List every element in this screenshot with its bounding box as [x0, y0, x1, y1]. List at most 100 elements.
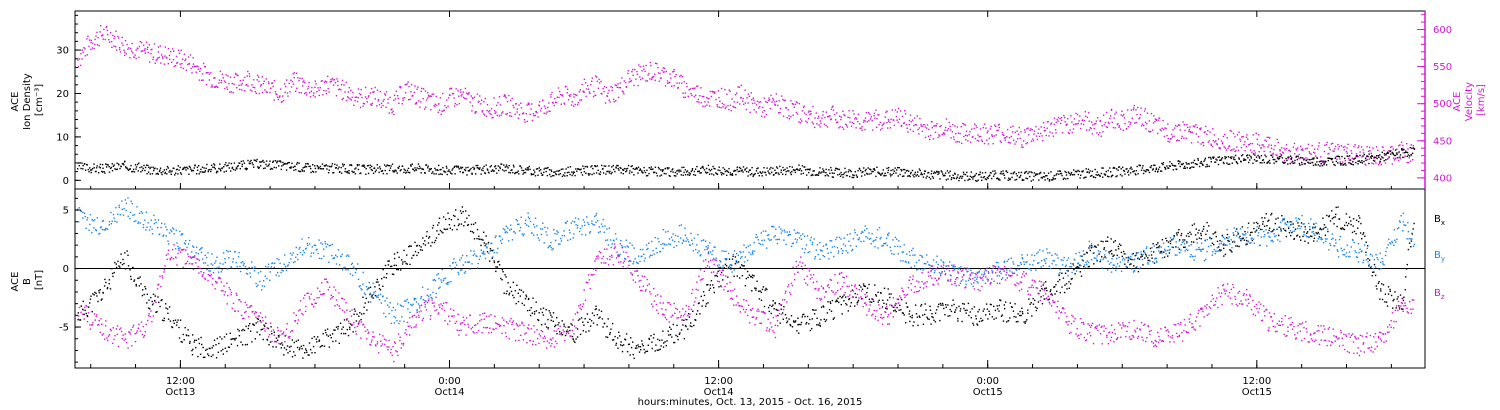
- bx-point: [187, 329, 189, 331]
- density-point: [550, 169, 552, 171]
- velocity-point: [691, 94, 693, 97]
- bx-point: [646, 350, 649, 352]
- density-point: [739, 170, 741, 172]
- density-point: [1284, 161, 1286, 164]
- velocity-point: [874, 117, 876, 119]
- velocity-point: [588, 91, 591, 93]
- bx-point: [1057, 280, 1059, 283]
- density-point: [1309, 162, 1312, 164]
- velocity-point: [826, 126, 829, 128]
- velocity-point: [1116, 123, 1118, 126]
- density-point: [241, 163, 243, 166]
- density-point: [647, 174, 649, 177]
- density-point: [186, 166, 188, 168]
- density-point: [1174, 165, 1177, 167]
- density-point: [797, 169, 799, 171]
- bx-point: [786, 321, 788, 324]
- velocity-point: [814, 126, 816, 129]
- velocity-point: [943, 132, 945, 135]
- bx-point: [351, 324, 353, 326]
- density-point: [505, 169, 507, 172]
- density-point: [416, 167, 418, 169]
- bx-point: [1005, 321, 1008, 323]
- velocity-point: [553, 104, 555, 107]
- velocity-point: [188, 63, 191, 65]
- bx-point: [1153, 262, 1156, 264]
- velocity-point: [371, 104, 373, 106]
- velocity-point: [663, 67, 666, 69]
- velocity-point: [1093, 127, 1095, 130]
- bx-point: [1273, 228, 1275, 231]
- bx-point: [1140, 253, 1143, 256]
- density-point: [332, 172, 334, 174]
- velocity-point: [421, 87, 423, 90]
- bx-point: [124, 252, 126, 254]
- velocity-point: [1178, 124, 1180, 126]
- bx-point: [482, 239, 484, 241]
- velocity-point: [111, 46, 113, 48]
- density-point: [572, 173, 574, 175]
- bx-point: [911, 317, 913, 319]
- density-point: [1070, 171, 1073, 174]
- velocity-point: [788, 118, 791, 120]
- density-point: [1134, 173, 1136, 175]
- bx-point: [138, 285, 140, 287]
- density-point: [115, 168, 117, 171]
- velocity-point: [895, 115, 898, 118]
- bx-point: [392, 273, 395, 276]
- density-point: [334, 163, 336, 166]
- bx-point: [438, 222, 440, 224]
- bx-point: [1191, 224, 1194, 226]
- bx-point: [915, 313, 918, 315]
- density-point: [1387, 152, 1389, 154]
- density-point: [1368, 162, 1370, 165]
- bx-point: [460, 223, 463, 225]
- bx-point: [1108, 251, 1110, 253]
- bx-point: [815, 309, 817, 311]
- velocity-point: [465, 98, 467, 100]
- density-point: [193, 167, 195, 169]
- bx-point: [403, 249, 405, 252]
- density-point: [1394, 149, 1397, 151]
- density-point: [213, 164, 216, 166]
- density-point: [1153, 164, 1155, 166]
- bx-point: [1206, 230, 1208, 232]
- bx-point: [1023, 321, 1025, 323]
- bx-point: [311, 337, 313, 340]
- velocity-point: [1085, 115, 1087, 117]
- velocity-point: [1099, 131, 1101, 134]
- density-point: [527, 169, 529, 171]
- bx-point: [691, 325, 693, 328]
- density-point: [1103, 173, 1106, 175]
- density-point: [142, 167, 144, 170]
- density-point: [352, 171, 354, 174]
- density-point: [430, 168, 432, 170]
- velocity-point: [402, 99, 404, 101]
- bx-point: [1015, 316, 1017, 318]
- bx-point: [962, 302, 964, 305]
- density-point: [1355, 161, 1357, 164]
- velocity-point: [402, 97, 404, 99]
- bx-point: [204, 356, 206, 358]
- density-point: [1102, 176, 1104, 178]
- velocity-point: [596, 76, 598, 78]
- bx-point: [1134, 254, 1136, 257]
- density-point: [1157, 168, 1160, 170]
- density-point: [1308, 162, 1310, 164]
- velocity-point: [1292, 146, 1295, 148]
- velocity-point: [313, 92, 315, 94]
- velocity-point: [119, 51, 122, 53]
- velocity-point: [533, 115, 535, 117]
- velocity-point: [1335, 156, 1337, 158]
- bx-point: [1294, 228, 1297, 230]
- velocity-point: [1023, 140, 1025, 142]
- density-point: [173, 167, 175, 169]
- bx-point: [446, 228, 449, 230]
- velocity-point: [1391, 146, 1393, 148]
- density-point: [888, 167, 890, 169]
- bx-point: [249, 330, 252, 332]
- bx-point: [826, 312, 829, 314]
- velocity-point: [1223, 146, 1225, 148]
- velocity-point: [808, 110, 810, 112]
- density-point: [737, 170, 739, 173]
